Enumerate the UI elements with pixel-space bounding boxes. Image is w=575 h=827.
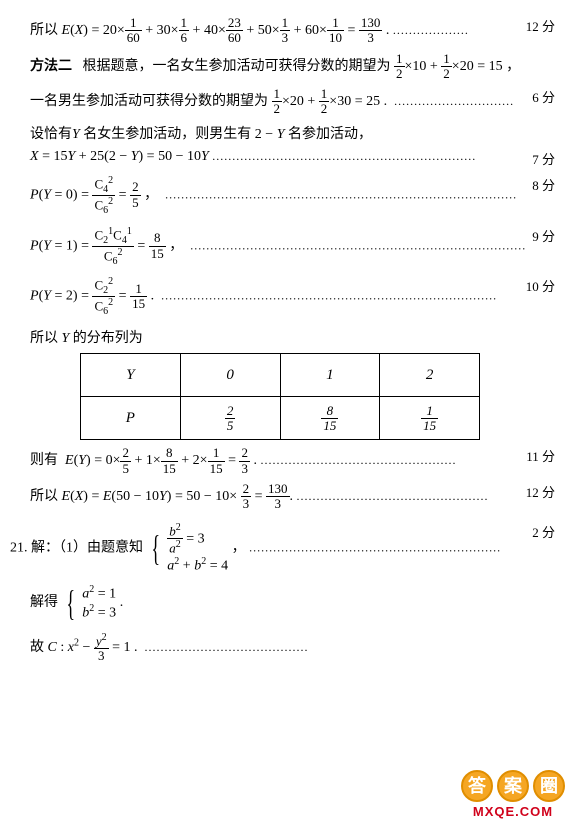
distribution-table: Y 0 1 2 P 25 815 115 bbox=[80, 353, 480, 440]
text: 故 bbox=[30, 640, 44, 655]
line-ey: 则有 E(Y) = 0×25 + 1×815 + 2×115 = 23 . ..… bbox=[30, 446, 555, 476]
score: 10 分 bbox=[526, 276, 555, 295]
text: 则有 bbox=[30, 453, 58, 468]
wm-url: MXQE.COM bbox=[459, 804, 567, 819]
text: 21. 解：（1）由题意知 bbox=[10, 540, 143, 555]
score: 7 分 bbox=[532, 149, 555, 168]
score: 2 分 bbox=[532, 522, 555, 541]
text: 名参加活动， bbox=[288, 127, 372, 142]
line-q21: 21. 解：（1）由题意知 { b2a2 = 3 a2 + b2 = 4 ， .… bbox=[10, 522, 555, 575]
wm-char: 答 bbox=[461, 770, 493, 802]
line-setup: 设恰有Y 名女生参加活动，则男生有 2 − Y 名参加活动， bbox=[30, 123, 555, 143]
line-py2: P(Y = 2) = C22C62 = 115 . ..............… bbox=[30, 276, 555, 317]
text: 根据题意，一名女生参加活动可获得分数的期望为 bbox=[83, 59, 391, 74]
score: 9 分 bbox=[532, 226, 555, 245]
score: 11 分 bbox=[526, 446, 555, 465]
score: 8 分 bbox=[532, 175, 555, 194]
text: 一名男生参加活动可获得分数的期望为 bbox=[30, 94, 268, 109]
text: 名女生参加活动，则男生有 bbox=[83, 127, 255, 142]
watermark: 答 案 圈 MXQE.COM bbox=[459, 770, 567, 819]
score: 12 分 bbox=[526, 16, 555, 35]
text: 的分布列为 bbox=[73, 331, 143, 346]
text: 解得 bbox=[30, 595, 58, 610]
cell: P bbox=[81, 397, 181, 440]
cell: 1 bbox=[280, 354, 380, 397]
text: 所以 bbox=[30, 23, 58, 38]
cell: 25 bbox=[180, 397, 280, 440]
line-py1: P(Y = 1) = C21C41C62 = 815 ， ...........… bbox=[30, 226, 555, 267]
line-male-exp: 一名男生参加活动可获得分数的期望为 12×20 + 12×30 = 25 . .… bbox=[30, 87, 555, 117]
text: 所以 bbox=[30, 489, 58, 504]
cell: 0 bbox=[180, 354, 280, 397]
line-solve: 解得 { a2 = 1 b2 = 3 . bbox=[30, 584, 555, 621]
method-label: 方法二 bbox=[30, 59, 72, 74]
cell: 2 bbox=[380, 354, 480, 397]
text: 所以 bbox=[30, 331, 58, 346]
line-curve: 故 C : x2 − y23 = 1 . ...................… bbox=[30, 632, 555, 664]
text: 设恰有 bbox=[30, 127, 72, 142]
line-ex-final: 所以 E(X) = E(50 − 10Y) = 50 − 10× 23 = 13… bbox=[30, 482, 555, 512]
score: 6 分 bbox=[532, 87, 555, 106]
cell: 815 bbox=[280, 397, 380, 440]
line-x-expr: X = 15Y + 25(2 − Y) = 50 − 10Y .........… bbox=[30, 149, 555, 165]
cell: Y bbox=[81, 354, 181, 397]
line-dist-label: 所以 Y 的分布列为 bbox=[30, 327, 555, 347]
line-ex-sum: 所以 E(X) = 20×160 + 30×16 + 40×2360 + 50×… bbox=[30, 16, 555, 46]
table-row: Y 0 1 2 bbox=[81, 354, 480, 397]
score: 12 分 bbox=[526, 482, 555, 501]
cell: 115 bbox=[380, 397, 480, 440]
wm-char: 圈 bbox=[533, 770, 565, 802]
wm-char: 案 bbox=[497, 770, 529, 802]
table-row: P 25 815 115 bbox=[81, 397, 480, 440]
line-method2: 方法二 根据题意，一名女生参加活动可获得分数的期望为 12×10 + 12×20… bbox=[30, 52, 555, 82]
line-py0: P(Y = 0) = C42C62 = 25 ， ...............… bbox=[30, 175, 555, 216]
